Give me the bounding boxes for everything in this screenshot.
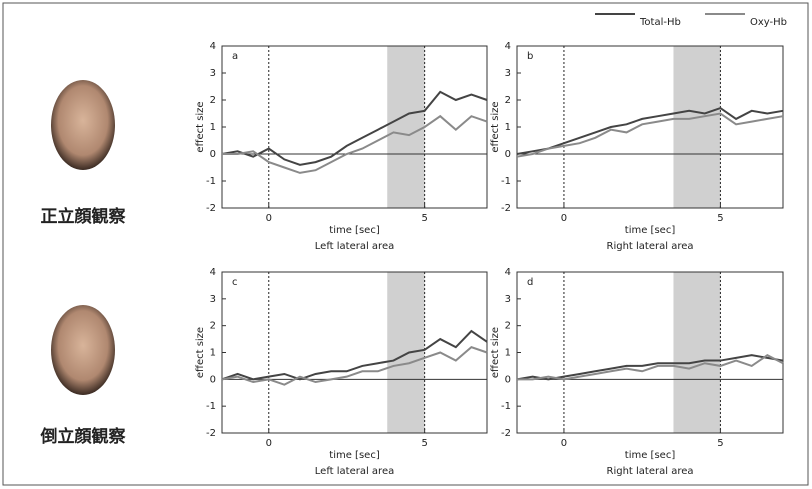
y-tick-label: -2 (501, 203, 511, 214)
x-axis-label: time [sec] (329, 225, 380, 236)
plot-frame (516, 45, 784, 209)
legend-label: Total-Hb (639, 17, 681, 28)
shaded-window (387, 272, 425, 433)
y-tick-label: 2 (210, 321, 216, 332)
y-tick-label: -2 (501, 428, 511, 439)
series-line (516, 112, 784, 158)
y-tick-label: 1 (505, 122, 511, 133)
x-tick-label: 5 (717, 438, 723, 449)
y-tick-label: 3 (505, 294, 511, 305)
x-tick-label: 5 (421, 438, 427, 449)
y-tick-label: 2 (210, 95, 216, 106)
y-tick-label: -1 (206, 401, 216, 412)
inverted-face (51, 305, 115, 395)
plot-frame (221, 45, 488, 209)
y-axis-label: effect size (195, 327, 206, 378)
y-tick-label: 4 (505, 267, 511, 278)
y-tick-label: 1 (210, 122, 216, 133)
y-tick-label: -2 (206, 428, 216, 439)
panel-letter: a (232, 51, 238, 62)
series-line (517, 354, 784, 381)
y-tick-label: 4 (210, 267, 216, 278)
y-tick-label: 3 (505, 68, 511, 79)
y-tick-label: 4 (210, 41, 216, 52)
y-tick-label: 3 (210, 294, 216, 305)
plot-frame (516, 271, 784, 434)
series-line (516, 354, 784, 381)
x-tick-label: 0 (561, 438, 567, 449)
series-line (221, 346, 488, 386)
panel-letter: d (527, 277, 533, 288)
x-tick-label: 0 (266, 213, 272, 224)
x-axis-label: time [sec] (625, 450, 676, 461)
legend-label: Oxy-Hb (750, 17, 787, 28)
x-tick-label: 0 (266, 438, 272, 449)
y-tick-label: 0 (210, 374, 216, 385)
panel-subtitle: Left lateral area (315, 466, 394, 477)
shaded-window (387, 46, 425, 208)
y-tick-label: 3 (210, 68, 216, 79)
y-tick-label: -1 (501, 176, 511, 187)
series-line (222, 114, 488, 174)
shaded-window (673, 46, 721, 208)
y-tick-label: -1 (206, 176, 216, 187)
y-tick-label: 0 (210, 149, 216, 160)
y-axis-label: effect size (490, 101, 501, 152)
panel-letter: c (232, 277, 238, 288)
upright-face (51, 80, 115, 170)
panel-subtitle: Left lateral area (315, 241, 394, 252)
x-tick-label: 5 (421, 213, 427, 224)
panel-subtitle: Right lateral area (607, 466, 694, 477)
y-tick-label: 4 (505, 41, 511, 52)
y-tick-label: 2 (505, 321, 511, 332)
series-line (221, 329, 488, 381)
y-tick-label: 1 (505, 348, 511, 359)
y-axis-label: effect size (195, 101, 206, 152)
series-line (221, 90, 488, 166)
y-tick-label: 2 (505, 95, 511, 106)
y-tick-label: 0 (505, 374, 511, 385)
y-axis-label: effect size (490, 327, 501, 378)
x-tick-label: 0 (561, 213, 567, 224)
y-tick-label: 1 (210, 348, 216, 359)
panel-letter: b (527, 51, 533, 62)
series-line (516, 106, 784, 155)
row-label: 正立顔観察 (41, 206, 127, 227)
row-label: 倒立顔観察 (40, 426, 127, 447)
y-tick-label: -1 (501, 401, 511, 412)
x-axis-label: time [sec] (329, 450, 380, 461)
y-tick-label: -2 (206, 203, 216, 214)
x-axis-label: time [sec] (625, 225, 676, 236)
shaded-window (673, 272, 721, 433)
panel-subtitle: Right lateral area (607, 241, 694, 252)
x-tick-label: 5 (717, 213, 723, 224)
y-tick-label: 0 (505, 149, 511, 160)
plot-frame (221, 271, 488, 434)
